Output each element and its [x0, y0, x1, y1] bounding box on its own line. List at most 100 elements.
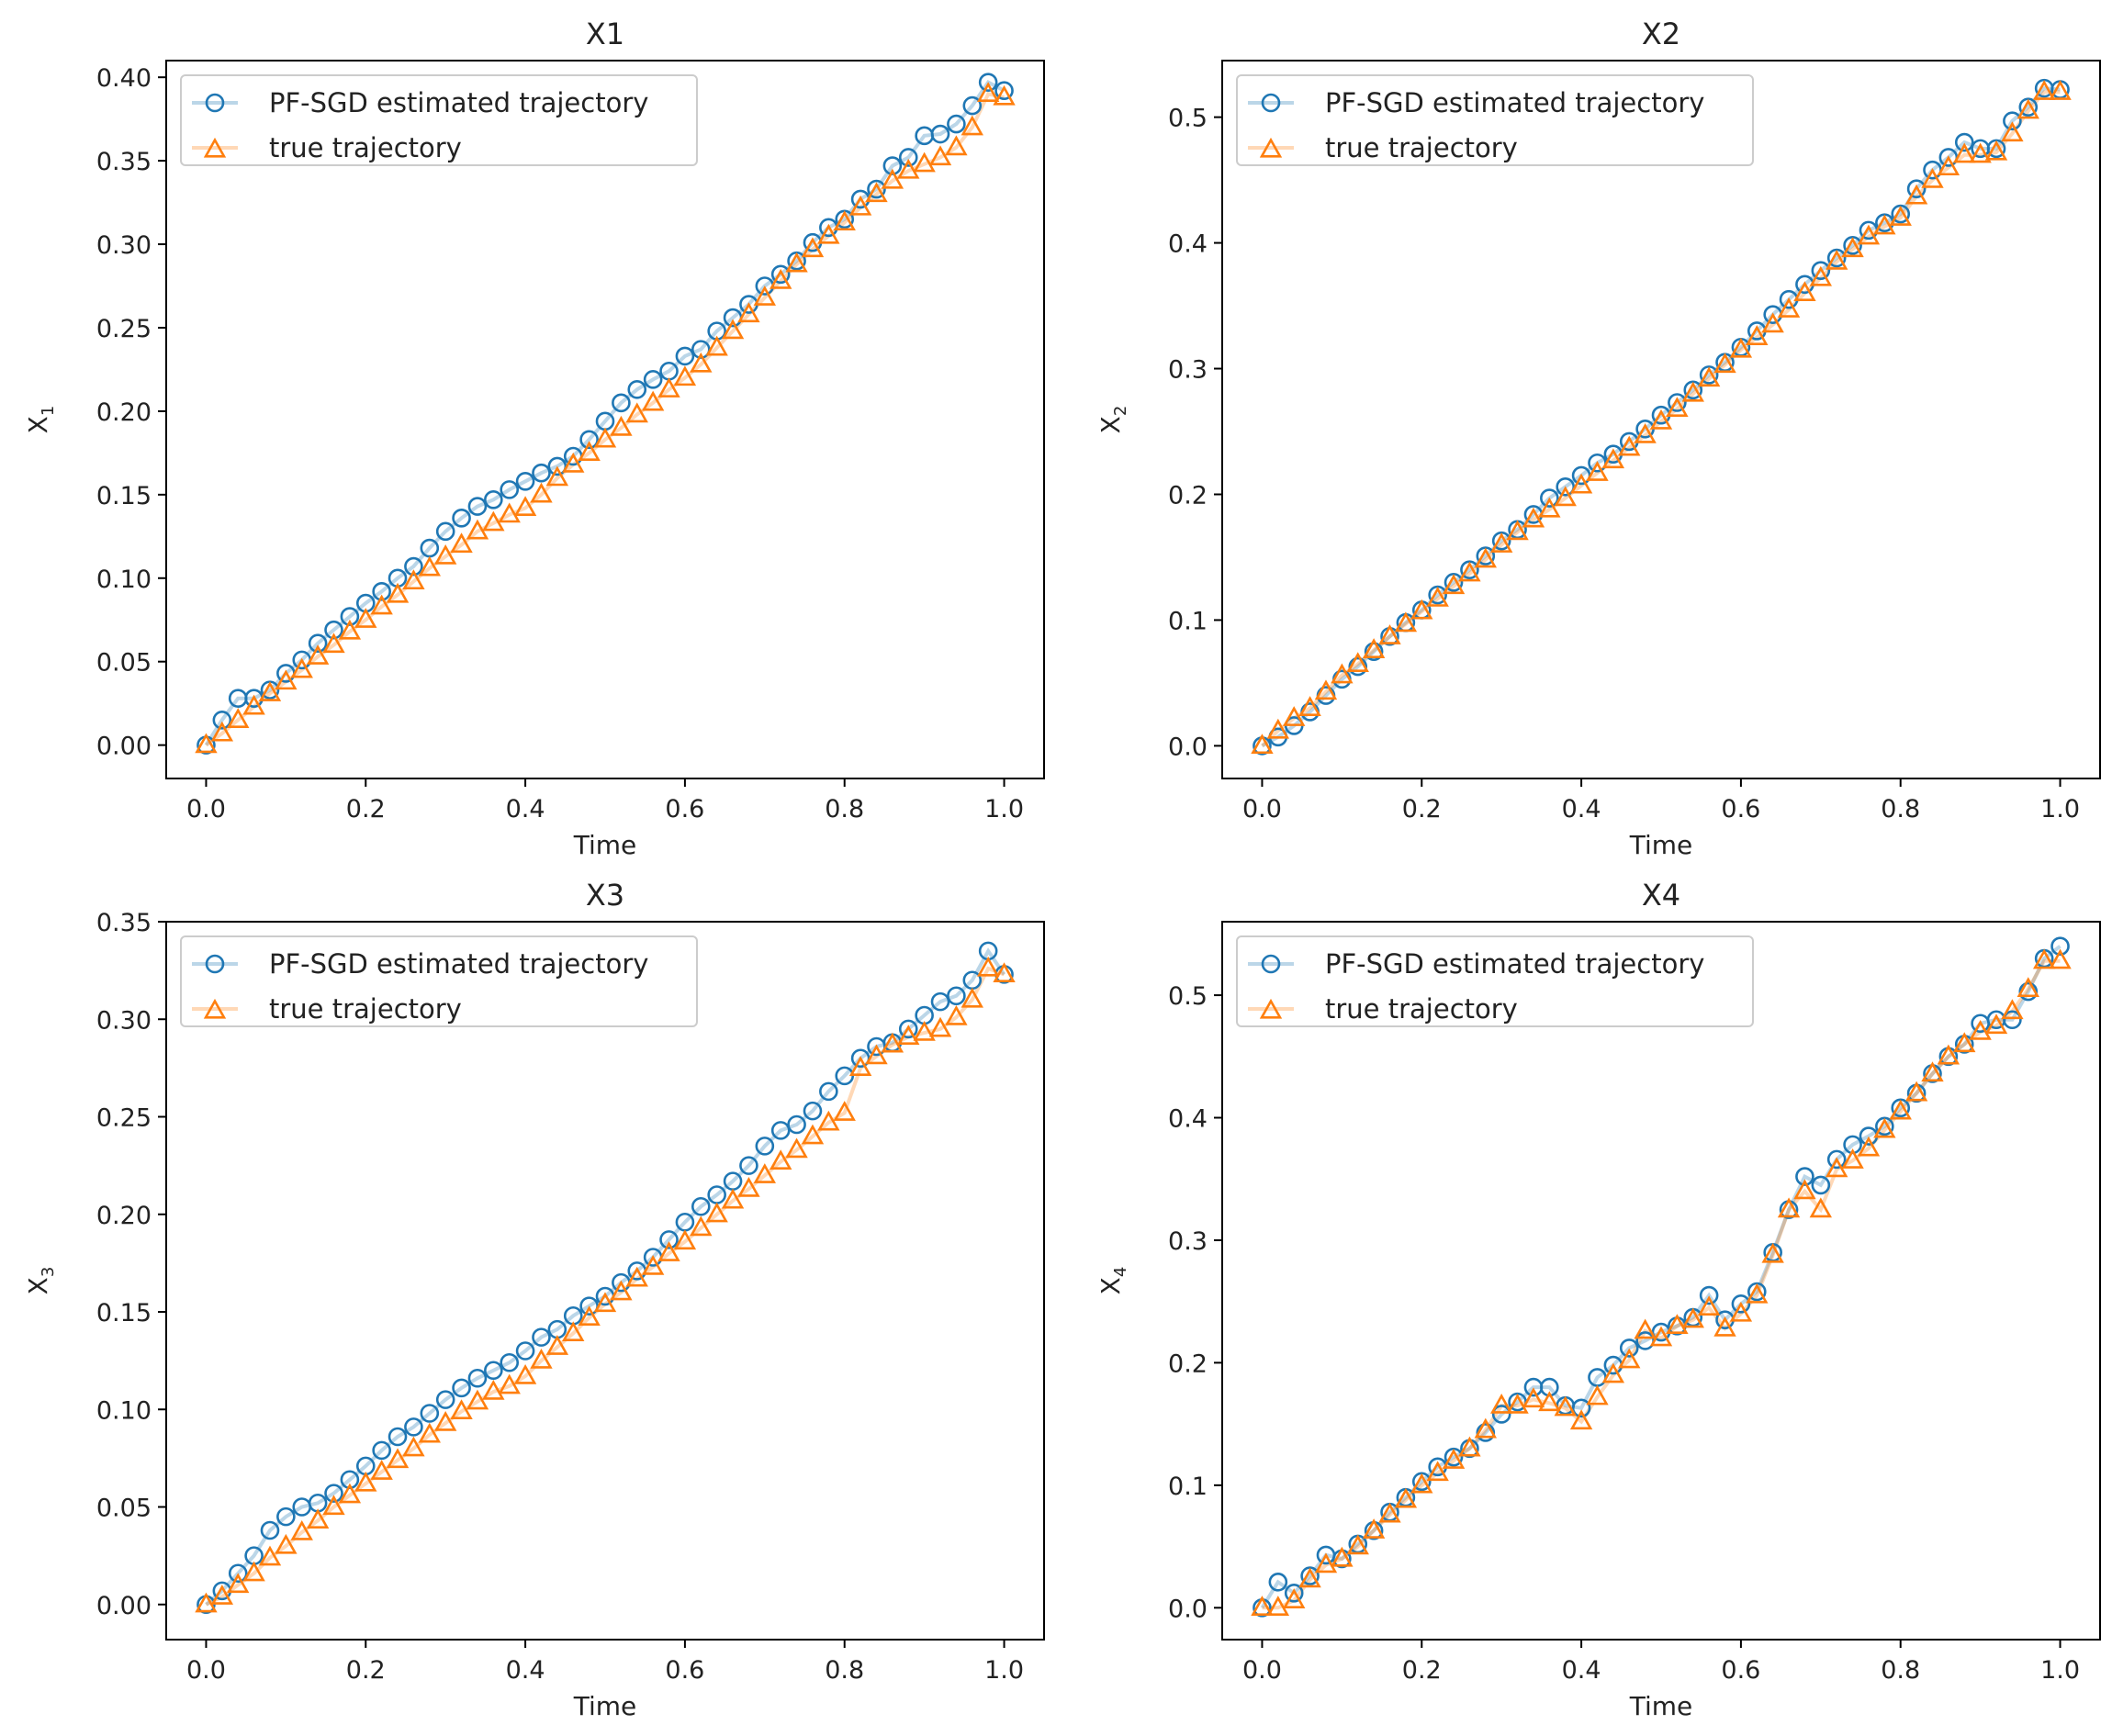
true-point [1538, 1391, 1561, 1412]
estimated-point [659, 1230, 679, 1249]
estimated-point [260, 1520, 280, 1540]
estimated-point [340, 607, 360, 626]
y-tick-label: 0.3 [1168, 1227, 1208, 1256]
true-point [673, 1229, 697, 1250]
subplot-title: X3 [586, 878, 624, 913]
estimated-point [579, 430, 599, 450]
y-tick-label: 0.40 [96, 64, 152, 93]
y-tick-label: 0.2 [1168, 481, 1208, 510]
true-point [450, 1399, 473, 1420]
true-point [2001, 999, 2024, 1020]
x-tick-label: 1.0 [2040, 1656, 2080, 1685]
estimated-point [2050, 936, 2070, 956]
y-tick-label: 0.4 [1168, 230, 1208, 259]
true-point [657, 377, 680, 398]
true-point [1618, 435, 1641, 456]
legend-box [1236, 935, 1754, 1027]
y-axis-label: X2 [1095, 406, 1130, 434]
estimated-point [1811, 1175, 1831, 1195]
estimated-point [691, 1196, 711, 1216]
true-point [2017, 977, 2039, 998]
true-point [1826, 1157, 1848, 1178]
legend-marker [205, 93, 225, 113]
true-point [976, 956, 1000, 977]
true-point [306, 1508, 330, 1529]
y-axis-label-sub: 3 [39, 1267, 58, 1277]
estimated-point [212, 711, 232, 730]
subplot-1: X1 0.0 0.2 0.4 0.6 0.8 1.0 0.00 0.05 0.10 0.15 0.20… [23, 17, 1045, 860]
true-point [1586, 1384, 1609, 1406]
y-tick-label: 0.5 [1168, 105, 1208, 133]
x-tick-label: 0.2 [1402, 795, 1442, 823]
true-point [195, 733, 218, 754]
y-tick-label: 0.2 [1168, 1350, 1208, 1378]
true-point [1394, 611, 1418, 633]
y-tick-label: 0.1 [1168, 1473, 1208, 1501]
true-point [928, 1016, 952, 1037]
x-tick-label: 0.2 [1402, 1656, 1442, 1685]
estimated-point [898, 148, 918, 167]
true-point [386, 1448, 410, 1469]
true-point [402, 1436, 425, 1457]
estimated-point [643, 370, 663, 389]
legend-marker [203, 998, 227, 1019]
estimated-point [1811, 261, 1831, 281]
true-point [848, 1056, 872, 1077]
true-point [578, 441, 601, 462]
estimated-point [1571, 1398, 1591, 1418]
estimated-point [755, 1137, 775, 1156]
estimated-point [228, 1563, 248, 1584]
true-point [1969, 1019, 1992, 1040]
true-point [1426, 586, 1449, 607]
true-point [928, 145, 952, 166]
estimated-point [930, 124, 950, 144]
true-point [690, 1215, 713, 1237]
true-point [338, 1483, 362, 1504]
true-point [466, 1389, 489, 1410]
x-tick-label: 1.0 [984, 795, 1024, 823]
y-axis-label-sub: 4 [1111, 1267, 1130, 1277]
x-axis-label: Time [573, 1691, 637, 1721]
estimated-point [452, 508, 471, 528]
x-tick-label: 0.2 [346, 1656, 386, 1685]
series-line-true [1261, 90, 2061, 747]
true-point [2049, 948, 2072, 969]
subplot-3: X3 0.0 0.2 0.4 0.6 0.8 1.0 0.00 0.05 0.10 0.15 0.20… [23, 878, 1045, 1721]
true-point [1826, 249, 1848, 270]
subplot-title: X4 [1642, 878, 1680, 913]
estimated-point [803, 1101, 823, 1121]
true-point [785, 1137, 808, 1159]
y-tick-label: 0.5 [1168, 982, 1208, 1011]
true-point [593, 1292, 617, 1313]
true-point [545, 1335, 569, 1355]
true-point [1458, 561, 1481, 582]
true-point [1761, 312, 1784, 333]
estimated-point [691, 340, 711, 359]
true-point [1394, 1487, 1418, 1508]
true-point [482, 510, 505, 532]
estimated-point [1364, 642, 1384, 661]
true-point [1522, 507, 1545, 528]
axes-frame [1221, 921, 2101, 1641]
true-point [1554, 486, 1577, 507]
true-point [1793, 1179, 1816, 1200]
true-point [881, 1032, 904, 1053]
true-point [513, 1363, 537, 1384]
estimated-point [515, 1341, 535, 1361]
legend-box [180, 74, 698, 166]
estimated-point [930, 991, 950, 1012]
estimated-point [308, 633, 328, 653]
true-point [562, 452, 585, 473]
true-point [1601, 1362, 1625, 1383]
x-axis-label: Time [1629, 830, 1693, 860]
x-tick-label: 0.2 [346, 795, 386, 823]
true-point [322, 633, 345, 654]
estimated-point [1619, 1338, 1639, 1358]
x-tick-label: 0.4 [506, 795, 545, 823]
true-point [641, 1254, 665, 1275]
estimated-point [819, 1081, 838, 1102]
true-point [1586, 461, 1609, 481]
y-tick-label: 0.15 [96, 1299, 152, 1327]
estimated-point [1491, 1405, 1511, 1424]
true-point [1729, 1301, 1753, 1322]
